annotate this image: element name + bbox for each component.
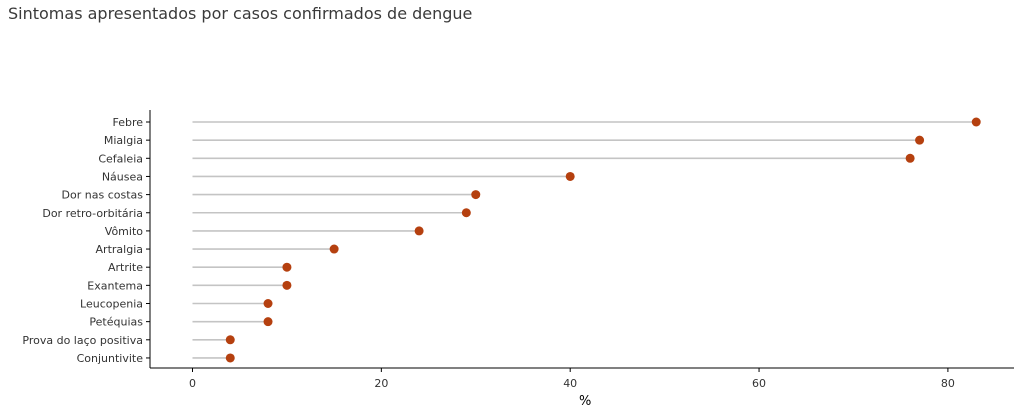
point-4[interactable] bbox=[471, 190, 481, 200]
x-ticks: 0 20 40 60 80 bbox=[189, 368, 955, 390]
chart-title: Sintomas apresentados por casos confirma… bbox=[8, 4, 473, 23]
y-tick-label-7: Artralgia bbox=[96, 243, 143, 256]
point-13[interactable] bbox=[225, 353, 235, 363]
y-tick-label-12: Prova do laço positiva bbox=[22, 334, 143, 347]
point-1[interactable] bbox=[915, 135, 925, 145]
x-axis-label: % bbox=[579, 394, 591, 409]
x-tick-label-2: 40 bbox=[563, 377, 577, 390]
point-3[interactable] bbox=[565, 171, 575, 181]
point-2[interactable] bbox=[905, 153, 915, 163]
x-tick-label-0: 0 bbox=[189, 377, 196, 390]
y-tick-label-8: Artrite bbox=[108, 261, 143, 274]
point-6[interactable] bbox=[414, 226, 424, 236]
y-tick-label-3: Náusea bbox=[102, 170, 143, 183]
y-tick-label-4: Dor nas costas bbox=[62, 189, 144, 202]
y-tick-labels: Febre Mialgia Cefaleia Náusea Dor nas costas… bbox=[22, 116, 150, 365]
y-tick-label-9: Exantema bbox=[87, 279, 143, 292]
stems-group bbox=[192, 121, 977, 359]
point-0[interactable] bbox=[971, 117, 981, 127]
y-tick-label-5: Dor retro-orbitária bbox=[42, 207, 143, 220]
point-10[interactable] bbox=[263, 299, 273, 308]
point-5[interactable] bbox=[461, 208, 471, 218]
x-tick-label-1: 20 bbox=[374, 377, 388, 390]
point-8[interactable] bbox=[282, 262, 292, 272]
y-tick-label-13: Conjuntivite bbox=[77, 352, 144, 365]
points-group bbox=[225, 117, 981, 363]
point-7[interactable] bbox=[329, 244, 339, 254]
y-tick-label-1: Mialgia bbox=[104, 134, 143, 147]
y-tick-label-2: Cefaleia bbox=[98, 152, 143, 165]
point-9[interactable] bbox=[282, 280, 292, 290]
y-tick-label-6: Vômito bbox=[105, 225, 143, 238]
x-tick-label-3: 60 bbox=[752, 377, 766, 390]
x-tick-label-4: 80 bbox=[941, 377, 955, 390]
point-11[interactable] bbox=[263, 317, 273, 327]
point-12[interactable] bbox=[225, 335, 235, 345]
y-tick-label-10: Leucopenia bbox=[80, 298, 143, 311]
y-tick-label-0: Febre bbox=[112, 116, 143, 129]
y-tick-label-11: Petéquias bbox=[89, 316, 143, 329]
